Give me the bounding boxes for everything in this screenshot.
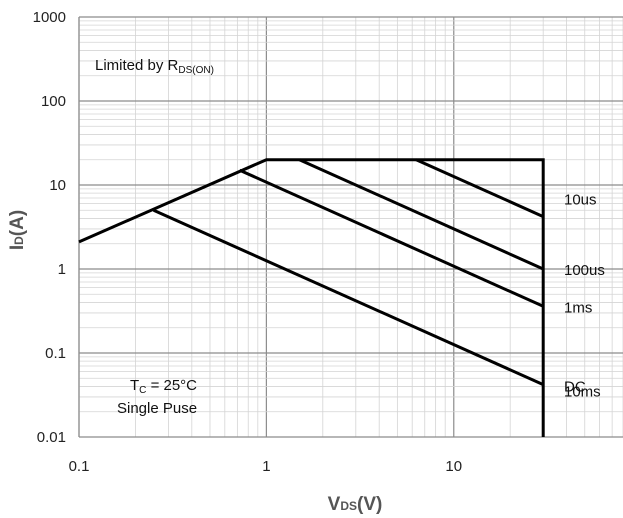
series-label-10ms: 10ms (564, 384, 601, 401)
series-line-dc (78, 158, 545, 437)
series-line-1ms (239, 168, 544, 308)
y-tick-label: 10 (49, 177, 66, 194)
x-tick-label: 1 (262, 458, 270, 475)
x-tick-label: 0.1 (69, 458, 90, 475)
y-tick-label: 0.1 (45, 345, 66, 362)
y-tick-label: 100 (41, 93, 66, 110)
series-label-100us: 100us (564, 262, 605, 279)
annotation-limit: Limited by RDS(ON) (95, 57, 214, 76)
series-line-10us (415, 158, 544, 218)
series-label-dc: DC (564, 379, 586, 396)
y-tick-label: 0.01 (37, 429, 66, 446)
series-line-10ms (152, 208, 544, 386)
series-label-10us: 10us (564, 192, 597, 209)
y-axis-title: ID(A) (7, 210, 28, 250)
series-layer (78, 158, 545, 437)
series-label-1ms: 1ms (564, 299, 592, 316)
x-tick-label: 10 (445, 458, 462, 475)
x-axis-title: VDS(V) (328, 494, 383, 515)
y-tick-label: 1000 (33, 9, 66, 26)
y-tick-label: 1 (58, 261, 66, 278)
series-line-100us (298, 158, 544, 271)
annotation-temperature: TC = 25°C (130, 377, 197, 396)
annotation-pulse: Single Puse (117, 400, 197, 417)
